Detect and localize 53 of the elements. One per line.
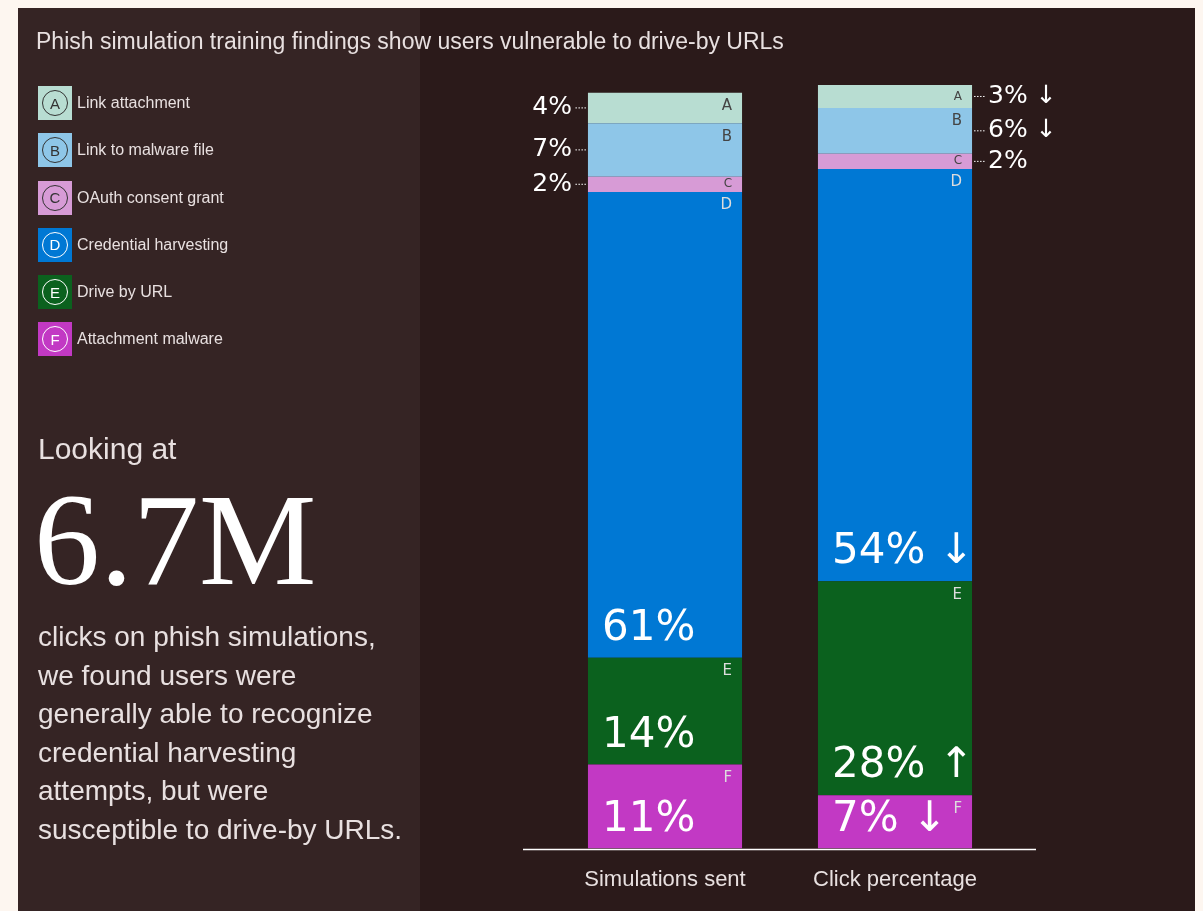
data-label: 2% bbox=[988, 144, 1028, 174]
bar bbox=[817, 85, 973, 108]
annotation: B bbox=[721, 126, 733, 145]
annotation: C bbox=[723, 176, 733, 191]
text: Looking at bbox=[38, 432, 177, 466]
text: clicks on phish simulations, we found users were generally able to recognize credential harvesting attempts, but were susceptible to drive-by URLs. bbox=[38, 620, 404, 847]
data-label: 28% ↑ bbox=[831, 738, 974, 788]
legend-label: Drive by URL bbox=[77, 283, 173, 302]
x-tick-label: Click percentage bbox=[813, 865, 977, 891]
bar bbox=[587, 191, 743, 658]
data-label: 7% bbox=[532, 133, 572, 163]
data-label: 4% bbox=[532, 91, 572, 121]
data-label: 54% ↓ bbox=[831, 524, 974, 574]
legend-label: OAuth consent grant bbox=[77, 188, 224, 207]
text: B bbox=[49, 141, 60, 159]
text: F bbox=[953, 798, 963, 817]
text: C bbox=[49, 189, 61, 207]
text: D bbox=[49, 236, 61, 254]
data-label: 2% bbox=[532, 167, 572, 197]
legend-label: Link to malware file bbox=[77, 141, 214, 160]
bar bbox=[817, 153, 973, 169]
data-label: 14% bbox=[601, 707, 696, 757]
text: B bbox=[951, 111, 963, 130]
bar bbox=[587, 176, 743, 192]
text: F bbox=[50, 330, 60, 348]
bar bbox=[587, 92, 743, 124]
text: D bbox=[950, 172, 963, 191]
annotation: A bbox=[721, 96, 733, 115]
bar bbox=[817, 107, 973, 154]
annotation: E bbox=[722, 661, 733, 680]
data-label: 61% bbox=[601, 600, 696, 650]
text: C bbox=[953, 153, 963, 168]
bar bbox=[817, 169, 973, 582]
x-tick-label: Simulations sent bbox=[584, 865, 746, 891]
bar bbox=[817, 581, 973, 796]
text: 6.7M bbox=[34, 466, 317, 613]
text: E bbox=[952, 584, 963, 603]
legend-label: Link attachment bbox=[77, 94, 190, 112]
chart-title: Phish simulation training findings show users vulnerable to drive-by URLs bbox=[36, 28, 784, 55]
bar bbox=[587, 764, 743, 849]
bar bbox=[587, 657, 743, 765]
text: A bbox=[953, 88, 963, 103]
data-label: 11% bbox=[601, 791, 696, 841]
legend-label: Credential harvesting bbox=[77, 235, 229, 254]
data-label: 6% ↓ bbox=[988, 114, 1057, 144]
text: A bbox=[49, 94, 60, 112]
text: E bbox=[49, 283, 60, 301]
data-label: 7% ↓ bbox=[831, 791, 948, 841]
bar bbox=[587, 123, 743, 177]
data-label: 3% ↓ bbox=[988, 79, 1057, 109]
legend-label: Attachment malware bbox=[77, 330, 223, 349]
annotation: D bbox=[720, 195, 733, 214]
annotation: F bbox=[723, 767, 733, 786]
